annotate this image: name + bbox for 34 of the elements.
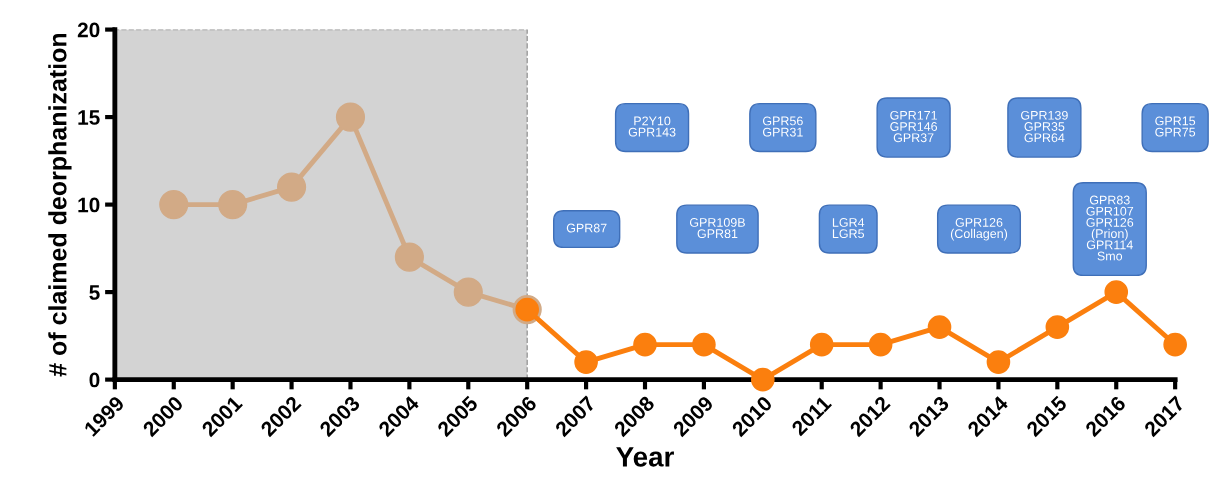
x-axis-title: Year [616, 447, 674, 467]
point [986, 350, 1011, 374]
point [394, 242, 424, 272]
point [692, 332, 716, 357]
annotation: GPR109B GPR81 [689, 218, 745, 239]
point [751, 367, 775, 392]
annotation: P2Y10 GPR143 [628, 116, 676, 137]
point [809, 332, 834, 357]
annotation: LGR4 LGR5 [832, 218, 865, 239]
annotation: GPR56 GPR31 [762, 116, 803, 137]
point [1163, 332, 1187, 357]
annotation: GPR87 [566, 223, 607, 233]
point [574, 350, 598, 374]
y-tick-label: 5 [89, 285, 100, 300]
annotation: GPR126 (Collagen) [950, 218, 1008, 241]
point [218, 190, 248, 220]
point [1104, 280, 1129, 304]
y-tick-label: 0 [89, 372, 100, 388]
y-tick-label: 15 [78, 110, 100, 125]
point [633, 332, 657, 357]
point [159, 190, 189, 220]
y-tick-label: 20 [77, 22, 100, 38]
y-axis-title: # of claimed deorphanization [48, 33, 72, 377]
annotation: GPR15 GPR75 [1155, 116, 1196, 137]
annotation: GPR171 GPR146 GPR37 [890, 110, 938, 143]
annotation: GPR83 GPR107 GPR126 (Prion) GPR114 Smo [1086, 195, 1134, 261]
point [868, 332, 893, 357]
annotation: GPR139 GPR35 GPR64 [1021, 110, 1068, 143]
point [453, 277, 483, 307]
point [276, 172, 307, 202]
point [927, 315, 952, 339]
y-tick-label: 10 [78, 197, 100, 213]
point [1045, 315, 1070, 339]
point [335, 102, 366, 132]
